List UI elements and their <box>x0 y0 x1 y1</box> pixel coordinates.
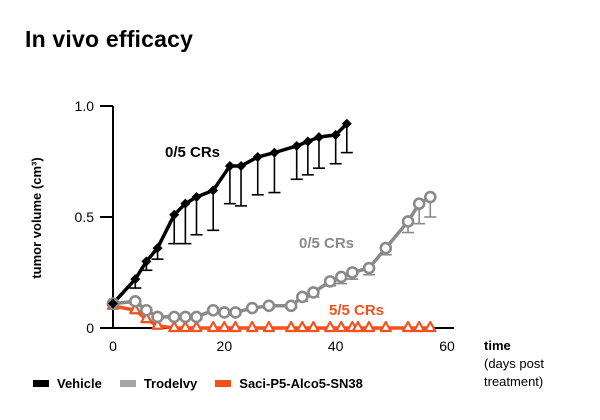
point-saci-p5-alco5-sn38 <box>168 320 181 333</box>
x-axis-label-sub1: (days post <box>484 356 544 371</box>
legend-item-trodelvy[interactable]: Trodelvy <box>119 376 198 391</box>
point-vehicle <box>269 147 280 158</box>
point-saci-p5-alco5-sn38 <box>246 320 259 333</box>
annotations: 0/5 CRs 0/5 CRs 5/5 CRs <box>165 144 384 319</box>
point-vehicle <box>224 160 235 171</box>
x-axis-label-main: time <box>484 338 511 353</box>
point-saci-p5-alco5-sn38 <box>262 320 275 333</box>
point-saci-p5-alco5-sn38 <box>207 320 220 333</box>
legend-label-vehicle: Vehicle <box>57 376 102 391</box>
point-trodelvy <box>423 190 437 204</box>
point-trodelvy <box>262 299 276 313</box>
point-trodelvy <box>206 303 220 317</box>
point-saci-p5-alco5-sn38 <box>424 320 437 333</box>
point-trodelvy <box>295 290 309 304</box>
point-vehicle <box>341 118 352 129</box>
legend-label-saci: Saci-P5-Alco5-SN38 <box>239 376 363 391</box>
point-trodelvy <box>346 266 359 279</box>
point-trodelvy <box>167 310 181 324</box>
point-vehicle <box>236 160 247 171</box>
point-saci-p5-alco5-sn38 <box>151 318 164 330</box>
point-trodelvy <box>190 310 203 324</box>
point-saci-p5-alco5-sn38 <box>379 320 392 333</box>
point-vehicle <box>141 256 152 267</box>
annotation-trodelvy: 0/5 CRs <box>299 235 354 252</box>
series-markers <box>106 118 437 333</box>
point-vehicle <box>191 192 202 203</box>
x-tick-label: 60 <box>439 338 455 354</box>
point-trodelvy <box>379 241 393 255</box>
annotation-saci-p5-alco5-sn38: 5/5 CRs <box>329 302 384 319</box>
x-tick-label: 20 <box>217 338 233 354</box>
point-trodelvy <box>245 301 259 315</box>
point-vehicle <box>313 132 324 143</box>
point-saci-p5-alco5-sn38 <box>401 320 415 333</box>
point-saci-p5-alco5-sn38 <box>296 320 309 333</box>
legend-item-vehicle[interactable]: Vehicle <box>33 376 102 391</box>
point-saci-p5-alco5-sn38 <box>413 320 426 333</box>
point-trodelvy <box>334 270 348 284</box>
point-saci-p5-alco5-sn38 <box>229 320 242 333</box>
series-line-trodelvy <box>112 195 432 319</box>
point-saci-p5-alco5-sn38 <box>129 303 142 315</box>
point-trodelvy <box>151 310 164 324</box>
point-vehicle <box>130 274 141 285</box>
point-trodelvy <box>284 299 298 313</box>
point-trodelvy <box>401 215 415 228</box>
legend-item-saci[interactable]: Saci-P5-Alco5-SN38 <box>215 376 363 391</box>
point-trodelvy <box>362 261 376 275</box>
y-tick-label: 0.5 <box>75 209 95 225</box>
point-saci-p5-alco5-sn38 <box>307 320 320 333</box>
legend: Vehicle Trodelvy Saci-P5-Alco5-SN38 <box>33 376 381 391</box>
legend-label-trodelvy: Trodelvy <box>143 376 198 391</box>
point-trodelvy <box>140 303 153 317</box>
legend-swatch-saci <box>215 380 232 387</box>
y-axis-label: tumor volume (cm³) <box>29 157 44 278</box>
point-trodelvy <box>218 306 231 319</box>
x-tick-label: 0 <box>109 338 117 354</box>
point-saci-p5-alco5-sn38 <box>351 320 365 333</box>
point-trodelvy <box>179 310 192 324</box>
point-vehicle <box>108 298 118 309</box>
point-vehicle <box>180 198 191 209</box>
point-vehicle <box>169 209 180 220</box>
x-tick-label: 40 <box>328 338 344 354</box>
point-vehicle <box>252 152 263 163</box>
point-trodelvy <box>412 197 426 210</box>
point-saci-p5-alco5-sn38 <box>324 320 337 333</box>
point-saci-p5-alco5-sn38 <box>190 320 203 333</box>
point-saci-p5-alco5-sn38 <box>362 320 376 333</box>
chart-title: In vivo efficacy <box>25 26 194 52</box>
point-vehicle <box>330 129 341 140</box>
legend-swatch-vehicle <box>33 380 49 387</box>
point-saci-p5-alco5-sn38 <box>179 320 192 333</box>
point-trodelvy <box>307 286 320 299</box>
point-saci-p5-alco5-sn38 <box>335 320 348 333</box>
y-tick-label: 0 <box>86 320 94 336</box>
legend-swatch-trodelvy <box>119 380 136 387</box>
point-vehicle <box>302 136 313 147</box>
point-saci-p5-alco5-sn38 <box>218 320 231 333</box>
axes: 0 0.5 1.0 0 20 40 60 <box>75 98 455 354</box>
annotation-vehicle: 0/5 CRs <box>165 144 220 161</box>
point-trodelvy <box>128 295 142 308</box>
point-trodelvy <box>229 306 242 319</box>
point-trodelvy <box>323 275 337 288</box>
y-tick-label: 1.0 <box>75 98 95 114</box>
x-axis-label: time (days post treatment) <box>484 337 544 391</box>
x-axis-label-sub2: treatment) <box>484 374 544 389</box>
point-vehicle <box>152 243 163 254</box>
series-line-vehicle <box>111 122 349 305</box>
point-saci-p5-alco5-sn38 <box>285 320 298 333</box>
point-saci-p5-alco5-sn38 <box>140 312 153 324</box>
point-vehicle <box>291 140 302 151</box>
point-vehicle <box>208 185 219 196</box>
